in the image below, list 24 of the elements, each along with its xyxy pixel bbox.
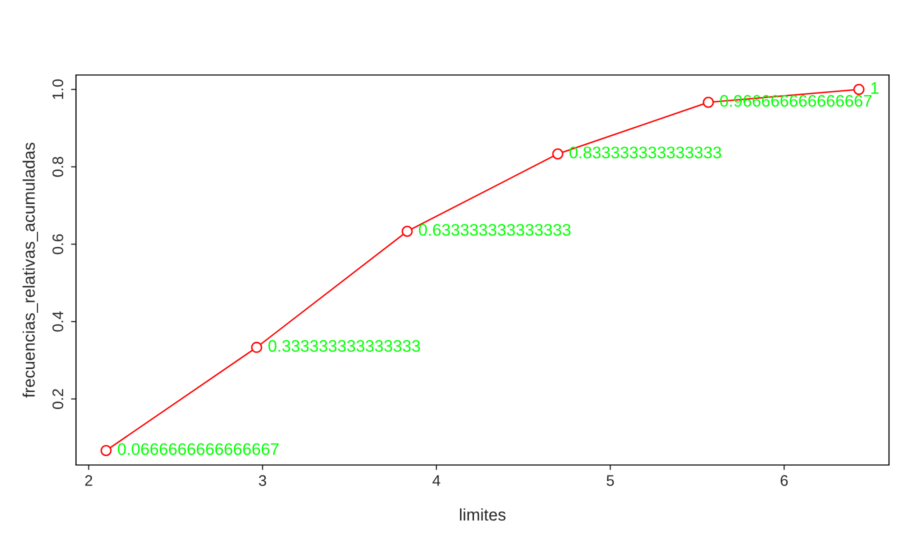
point bbox=[100, 444, 112, 456]
data-label: 0.833333333333333 bbox=[570, 146, 722, 158]
data-label: 0.0666666666666667 bbox=[118, 443, 279, 456]
data-label: 1 bbox=[871, 82, 878, 94]
x-tick-label: 4 bbox=[432, 475, 440, 486]
point bbox=[853, 84, 864, 95]
data-label: 0.633333333333333 bbox=[418, 224, 571, 236]
point bbox=[552, 148, 564, 160]
x-tick-label: 2 bbox=[85, 475, 92, 486]
y-tick-label: 0.8 bbox=[52, 156, 64, 177]
point bbox=[702, 96, 714, 108]
y-tick-label: 0.4 bbox=[52, 311, 64, 332]
x-tick-label: 6 bbox=[780, 475, 788, 486]
y-tick-label: 1.0 bbox=[52, 79, 64, 99]
y-tick-label: 0.2 bbox=[52, 389, 64, 409]
y-axis-title: frecuencias_relativas_acumuladas bbox=[22, 142, 38, 398]
x-tick-label: 5 bbox=[606, 475, 614, 486]
x-axis-title: limites bbox=[460, 508, 506, 521]
y-tick-label: 0.6 bbox=[52, 234, 64, 254]
point bbox=[402, 226, 413, 237]
x-tick-label: 3 bbox=[258, 475, 266, 486]
data-label: 0.333333333333333 bbox=[268, 340, 420, 352]
point bbox=[251, 342, 262, 353]
data-label: 0.966666666666667 bbox=[720, 95, 872, 107]
